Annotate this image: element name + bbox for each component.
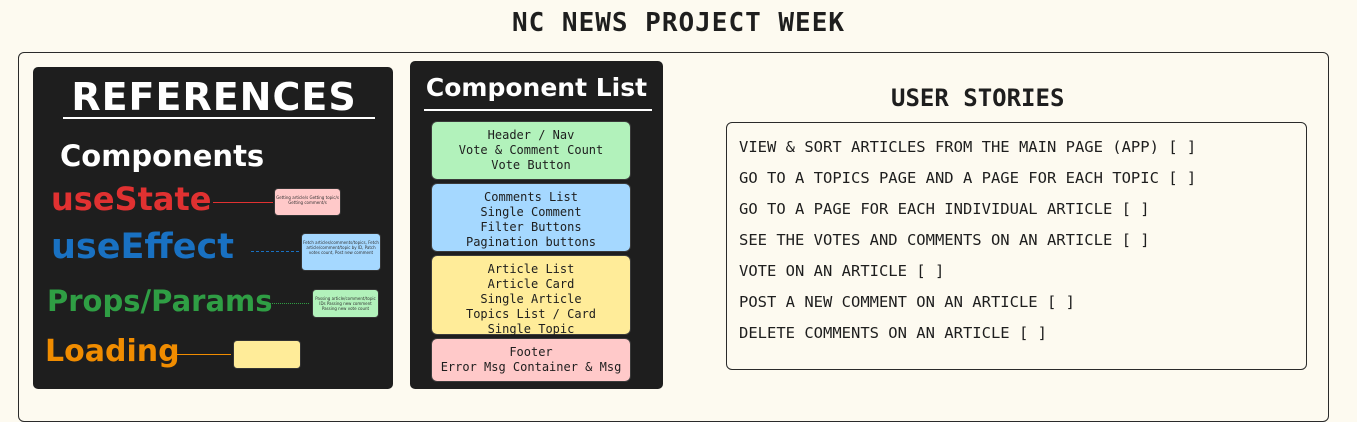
user-story-item: DELETE COMMENTS ON AN ARTICLE [ ] xyxy=(739,324,1047,342)
component-group-blue: Comments List Single Comment Filter Butt… xyxy=(431,183,631,252)
component-item: Comments List xyxy=(484,190,578,204)
user-story-item: VIEW & SORT ARTICLES FROM THE MAIN PAGE … xyxy=(739,138,1197,156)
ref-props-arrow xyxy=(263,303,309,304)
component-item: Filter Buttons xyxy=(480,220,582,234)
component-item: Article Card xyxy=(487,277,575,291)
references-title: REFERENCES xyxy=(71,75,357,119)
component-group-green: Header / Nav Vote & Comment Count Vote B… xyxy=(431,121,631,180)
user-stories-box: VIEW & SORT ARTICLES FROM THE MAIN PAGE … xyxy=(726,122,1307,370)
ref-loading-arrow xyxy=(175,354,231,355)
ref-useeffect-box: Fetch articles/comments/topics, Fetch ar… xyxy=(301,233,381,271)
ref-loading-label: Loading xyxy=(45,334,180,369)
component-list-panel: Component List Header / Nav Vote & Comme… xyxy=(410,61,663,389)
references-panel: REFERENCES Components useState Getting a… xyxy=(33,67,393,389)
ref-props-label: Props/Params xyxy=(47,284,273,318)
component-item: Single Article xyxy=(480,292,582,306)
user-story-item: GO TO A PAGE FOR EACH INDIVIDUAL ARTICLE… xyxy=(739,200,1150,218)
user-story-item: VOTE ON AN ARTICLE [ ] xyxy=(739,262,945,280)
component-item: Topics List / Card xyxy=(465,307,597,321)
references-underline xyxy=(63,117,375,119)
user-stories-list: VIEW & SORT ARTICLES FROM THE MAIN PAGE … xyxy=(739,135,1196,352)
component-item: Single Topic xyxy=(487,322,575,336)
user-stories-title: USER STORIES xyxy=(891,84,1065,112)
component-group-red: Footer Error Msg Container & Msg xyxy=(431,338,631,382)
ref-useeffect-label: useEffect xyxy=(51,227,234,267)
component-group-yellow: Article List Article Card Single Article… xyxy=(431,255,631,336)
ref-usestate-arrow xyxy=(213,202,273,203)
component-list-title: Component List xyxy=(425,73,648,102)
component-item: Header / Nav xyxy=(487,128,575,142)
component-list-underline xyxy=(424,109,652,111)
page-title: NC NEWS PROJECT WEEK xyxy=(511,8,846,38)
ref-usestate-label: useState xyxy=(51,180,212,218)
component-item: Single Comment xyxy=(480,205,582,219)
user-story-item: GO TO A TOPICS PAGE AND A PAGE FOR EACH … xyxy=(739,169,1197,187)
user-story-item: SEE THE VOTES AND COMMENTS ON AN ARTICLE… xyxy=(739,231,1150,249)
ref-useeffect-arrow xyxy=(251,251,299,252)
ref-components-label: Components xyxy=(60,139,265,173)
component-item: Vote & Comment Count xyxy=(458,143,604,157)
component-item: Footer xyxy=(509,345,553,359)
ref-props-box: Passing article/comment/topic IDs Passin… xyxy=(312,289,379,318)
ref-loading-box xyxy=(233,340,301,369)
component-item: Pagination buttons xyxy=(465,235,597,249)
ref-usestate-box: Getting article/s Getting topic/s Gettin… xyxy=(274,188,341,216)
component-item: Vote Button xyxy=(491,158,571,172)
user-story-item: POST A NEW COMMENT ON AN ARTICLE [ ] xyxy=(739,293,1075,311)
component-item: Error Msg Container & Msg xyxy=(440,360,622,374)
component-item: Article List xyxy=(487,262,575,276)
